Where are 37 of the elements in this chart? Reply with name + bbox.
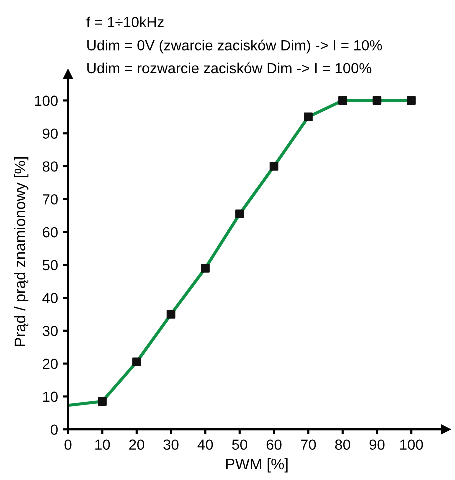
text: f = 1÷10kHz — [86, 16, 164, 28]
x-tick-label: 10 — [96, 440, 110, 450]
y-tick-label: 50 — [42, 260, 58, 271]
y-tick-label: 30 — [42, 326, 58, 336]
point — [270, 162, 279, 171]
x-tick-label: 80 — [335, 440, 350, 450]
y-tick-label: 60 — [43, 227, 58, 238]
x-tick-label: 20 — [130, 440, 144, 450]
x-tick-label: 0 — [64, 440, 72, 450]
y-axis-title: Prąd / prąd znamionowy [%] — [14, 158, 29, 346]
y-tick-label: 0 — [50, 424, 58, 436]
text: Udim = rozwarcie zacisków Dim -> I = 100% — [88, 62, 372, 74]
point — [98, 397, 107, 406]
y-tick-label: 80 — [42, 162, 58, 172]
point — [338, 96, 348, 106]
text: Udim = 0V (zwarcie zacisków Dim) -> I = 10% — [88, 40, 382, 54]
y-tick-label: 70 — [43, 194, 58, 205]
point — [201, 264, 210, 273]
y-tick-label: 20 — [43, 358, 58, 370]
x-tick-label: 60 — [266, 440, 282, 450]
x-tick-label: 40 — [198, 440, 214, 450]
point — [236, 210, 244, 219]
y-tick-label: 100 — [35, 96, 58, 106]
y-tick-label: 90 — [42, 128, 58, 140]
x-tick-label: 30 — [164, 440, 179, 450]
point — [372, 96, 382, 106]
x-tick-label: 100 — [400, 440, 424, 450]
x-tick-label: 50 — [232, 440, 248, 450]
x-tick-label: 70 — [301, 440, 316, 450]
point — [166, 310, 176, 319]
x-axis-title: PWM [%] — [226, 458, 288, 473]
y-tick-label: 10 — [43, 392, 58, 402]
x-tick-label: 90 — [370, 440, 385, 450]
point — [407, 96, 416, 106]
point — [304, 112, 313, 122]
point — [132, 358, 142, 367]
y-tick-label: 40 — [42, 293, 58, 304]
